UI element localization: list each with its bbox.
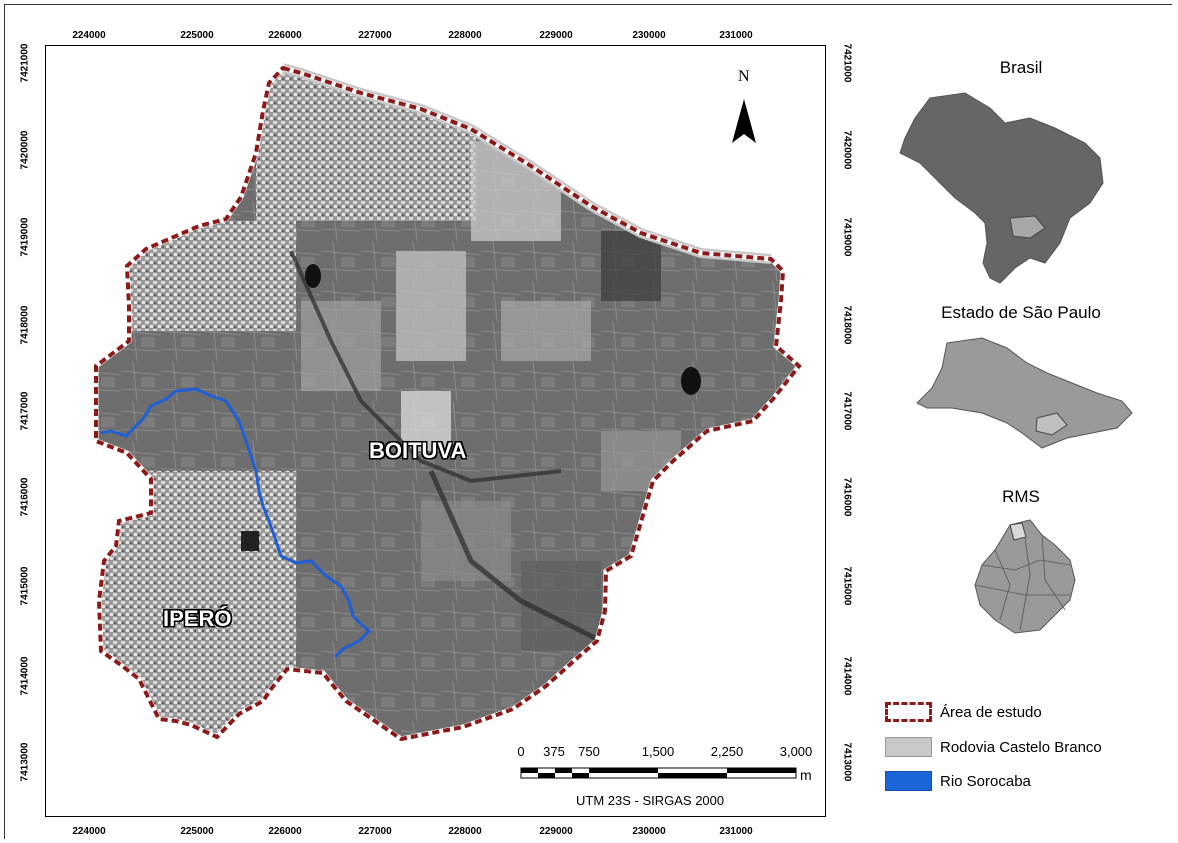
- river-sorocaba: [100, 387, 372, 659]
- legend-swatch: [885, 702, 932, 722]
- scale-unit: m: [800, 767, 812, 783]
- x-tick: 230000: [632, 30, 666, 41]
- scale-bar: [520, 767, 797, 779]
- y-tick: 7419000: [841, 217, 853, 257]
- legend-item-road: Rodovia Castelo Branco: [885, 737, 1102, 757]
- map-svg: [46, 63, 826, 779]
- y-tick: 7419000: [19, 217, 31, 257]
- y-tick: 7418000: [19, 305, 31, 345]
- inset-title-rms: RMS: [1002, 487, 1040, 506]
- x-tick: 226000: [268, 826, 302, 837]
- legend-label: Área de estudo: [940, 703, 1042, 721]
- label-boituva: BOITUVA: [369, 438, 467, 463]
- inset-map-rms: [974, 519, 1076, 634]
- x-tick: 225000: [180, 826, 214, 837]
- outer-frame: [4, 4, 1172, 839]
- scale-tick: 1,500: [641, 744, 675, 759]
- y-tick: 7420000: [841, 130, 853, 170]
- x-tick: 226000: [268, 30, 302, 41]
- y-tick: 7421000: [841, 43, 853, 83]
- x-tick: 230000: [632, 826, 666, 837]
- inset-title-brasil: Brasil: [999, 58, 1043, 77]
- y-tick: 7416000: [841, 477, 853, 517]
- y-tick: 7414000: [841, 656, 853, 696]
- legend-item-study-area: Área de estudo: [885, 702, 1042, 722]
- y-tick: 7417000: [841, 391, 853, 431]
- scale-tick: 375: [543, 744, 565, 759]
- scale-tick: 3,000: [779, 744, 813, 759]
- inset-map-brasil: [899, 92, 1104, 284]
- legend-swatch: [885, 771, 932, 791]
- scale-tick: 750: [578, 744, 600, 759]
- label-ipero: IPERÓ: [163, 606, 232, 631]
- north-label: N: [738, 68, 750, 85]
- y-tick: 7414000: [19, 656, 31, 696]
- y-tick: 7415000: [19, 566, 31, 606]
- inset-map-sp: [916, 337, 1133, 449]
- x-tick: 229000: [539, 826, 573, 837]
- scale-tick: 0: [517, 744, 525, 759]
- y-tick: 7417000: [19, 391, 31, 431]
- y-tick: 7415000: [841, 566, 853, 606]
- y-tick: 7413000: [19, 742, 31, 782]
- x-tick: 228000: [448, 826, 482, 837]
- x-tick: 227000: [358, 30, 392, 41]
- legend-item-river: Rio Sorocaba: [885, 771, 1031, 791]
- projection-label: UTM 23S - SIRGAS 2000: [576, 793, 725, 808]
- north-arrow-icon: [732, 99, 756, 143]
- legend-label: Rio Sorocaba: [940, 772, 1031, 790]
- y-tick: 7421000: [19, 43, 31, 83]
- y-tick: 7416000: [19, 477, 31, 517]
- inset-title-sp: Estado de São Paulo: [941, 303, 1101, 322]
- x-tick: 227000: [358, 826, 392, 837]
- y-tick: 7418000: [841, 305, 853, 345]
- scale-tick: 2,250: [710, 744, 744, 759]
- x-tick: 231000: [719, 30, 753, 41]
- x-tick: 231000: [719, 826, 753, 837]
- legend-label: Rodovia Castelo Branco: [940, 738, 1102, 756]
- x-tick: 224000: [72, 30, 106, 41]
- y-tick: 7420000: [19, 130, 31, 170]
- legend-swatch: [885, 737, 932, 757]
- x-tick: 228000: [448, 30, 482, 41]
- x-tick: 225000: [180, 30, 214, 41]
- x-tick: 224000: [72, 826, 106, 837]
- x-tick: 229000: [539, 30, 573, 41]
- y-tick: 7413000: [841, 742, 853, 782]
- main-map[interactable]: BOITUVA IPERÓ N 0 375 750 1,500 2,250 3,…: [45, 45, 826, 817]
